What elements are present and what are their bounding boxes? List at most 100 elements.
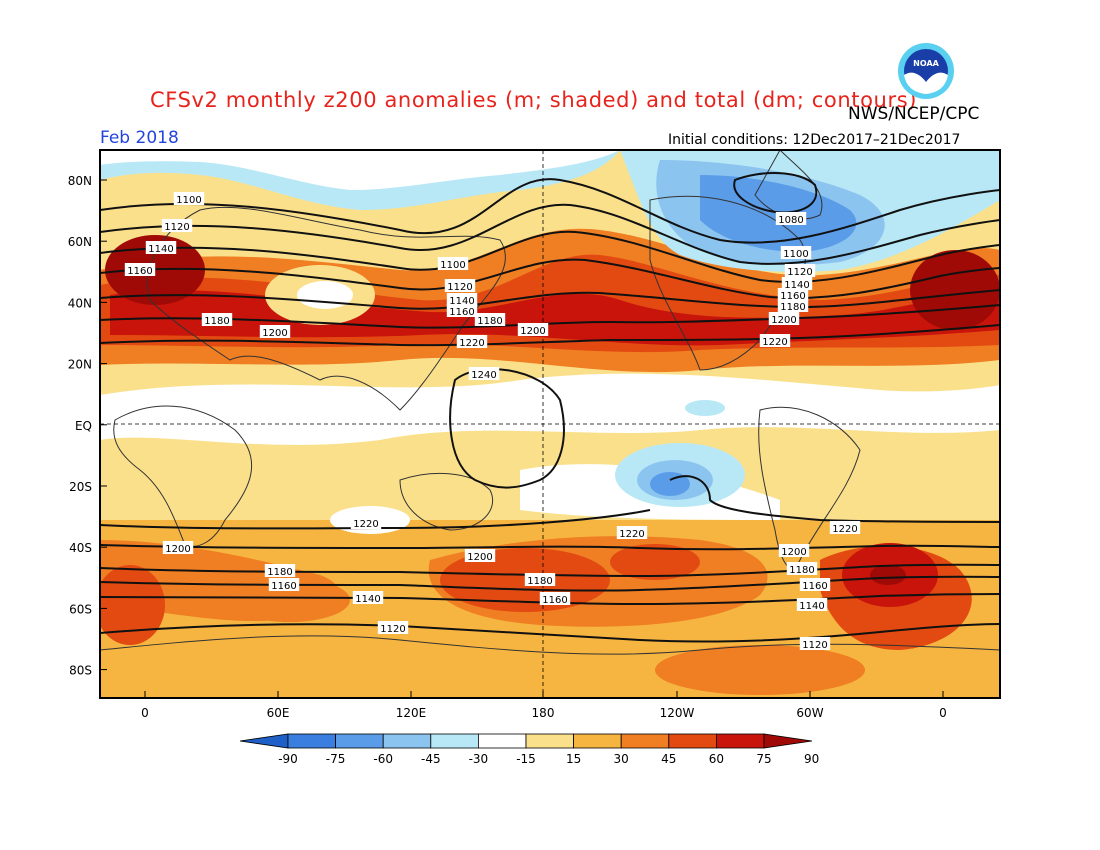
contour-label: 1140 (784, 280, 809, 291)
contour-label: 1200 (771, 315, 796, 326)
contour-label: 1240 (471, 370, 496, 381)
contour-label: 1120 (787, 267, 812, 278)
contour-label: 1120 (802, 640, 827, 651)
lon-label: 60E (267, 706, 290, 720)
contour-label-box (474, 313, 506, 326)
lat-label: 20N (68, 358, 92, 372)
contour-label-box (456, 335, 488, 348)
contour-label: 1160 (271, 581, 296, 592)
logo-text: NOAA (913, 59, 939, 68)
contour-label: 1160 (780, 291, 805, 302)
contour-label: 1180 (477, 316, 502, 327)
lat-label: EQ (75, 419, 92, 433)
contour-label-box (350, 516, 382, 529)
lat-label: 60N (68, 235, 92, 249)
lat-label: 40N (68, 296, 92, 310)
lat-label: 20S (69, 480, 92, 494)
colorbar-tick-label: 30 (614, 752, 629, 766)
contour-label-box (780, 246, 812, 259)
contour-label: 1140 (148, 244, 173, 255)
colorbar-tick-label: 45 (661, 752, 676, 766)
colorbar-arrow-low (239, 733, 289, 749)
contour-label-box (161, 219, 193, 232)
contour-label: 1140 (799, 601, 824, 612)
contour-label-box (781, 277, 813, 290)
contour-label-box (799, 578, 831, 591)
contour-label: 1200 (520, 326, 545, 337)
contour-label: 1140 (355, 594, 380, 605)
colorbar-swatch (335, 733, 384, 749)
colorbar-tick-label: -90 (278, 752, 298, 766)
contour-label: 1160 (127, 266, 152, 277)
colorbar-tick-label: -60 (373, 752, 393, 766)
contour-label: 1200 (262, 328, 287, 339)
contour-label: 1140 (449, 296, 474, 307)
contour-label: 1120 (164, 222, 189, 233)
valid-month: Feb 2018 (100, 128, 179, 148)
contour-label-box (796, 598, 828, 611)
contour-label: 1160 (542, 595, 567, 606)
contour-label-box (437, 257, 469, 270)
colorbar-swatch (287, 733, 336, 749)
contour-label-box (799, 637, 831, 650)
chart-title: CFSv2 monthly z200 anomalies (m; shaded)… (150, 88, 918, 112)
contour-label-box (616, 526, 648, 539)
contour-label: 1100 (176, 195, 201, 206)
contour-label-box (377, 621, 409, 634)
colorbar-tick-label: -75 (326, 752, 346, 766)
contour-label: 1120 (380, 624, 405, 635)
contour-label: 1180 (789, 565, 814, 576)
contour-label: 1220 (619, 529, 644, 540)
contour-label: 1100 (783, 249, 808, 260)
lon-label: 60W (796, 706, 823, 720)
contour-label: 1200 (165, 544, 190, 555)
contour-label: 1200 (467, 552, 492, 563)
agency-label: NWS/NCEP/CPC (848, 104, 980, 124)
contour-label: 1200 (781, 547, 806, 558)
contour-label-box (145, 241, 177, 254)
contour-label-box (778, 544, 810, 557)
lon-label: 180 (532, 706, 555, 720)
colorbar-tick-label: 75 (756, 752, 771, 766)
contour-label: 1100 (440, 260, 465, 271)
contour-label-box (829, 521, 861, 534)
contour-label: 1180 (267, 567, 292, 578)
lon-label: 0 (141, 706, 149, 720)
colorbar-tick-label: 60 (709, 752, 724, 766)
contour-label-box (517, 323, 549, 336)
contour-label-box (264, 564, 296, 577)
colorbar-tick-label: -30 (469, 752, 489, 766)
colorbar-swatch (430, 733, 479, 749)
contour-label-box (759, 334, 791, 347)
noaa-logo: NOAA (898, 43, 954, 99)
lon-label: 120E (396, 706, 427, 720)
latitude-axis: 80N 60N 40N 20N EQ 20S 40S 60S 80S (68, 174, 107, 678)
contour-label: 1160 (449, 307, 474, 318)
contour-label: 1080 (778, 215, 803, 226)
colorbar: -90 -75 -60 -45 -30 -15 15 30 45 60 75 90 (239, 733, 819, 766)
lat-label: 80N (68, 174, 92, 188)
contour-label-box (464, 549, 496, 562)
contour-label-box (352, 591, 384, 604)
contour-label: 1160 (802, 581, 827, 592)
contour-label-box (259, 325, 291, 338)
contour-label-box (446, 304, 478, 317)
colorbar-swatch (477, 733, 527, 749)
lat-label: 40S (69, 541, 92, 555)
contour-label-box (775, 212, 807, 225)
colorbar-arrow-high (763, 733, 813, 749)
longitude-axis: 0 60E 120E 180 120W 60W 0 (141, 691, 947, 720)
colorbar-swatch (573, 733, 622, 749)
contour-label: 1220 (762, 337, 787, 348)
contour-label: 1180 (527, 576, 552, 587)
colorbar-swatch (525, 733, 574, 749)
colorbar-swatch (382, 733, 432, 749)
lon-label: 120W (660, 706, 695, 720)
contour-label-box (162, 541, 194, 554)
colorbar-tick-label: 15 (566, 752, 581, 766)
contour-label: 1220 (832, 524, 857, 535)
colorbar-tick-label: 90 (804, 752, 819, 766)
contour-label: 1220 (353, 519, 378, 530)
contour-label-box (777, 288, 809, 301)
